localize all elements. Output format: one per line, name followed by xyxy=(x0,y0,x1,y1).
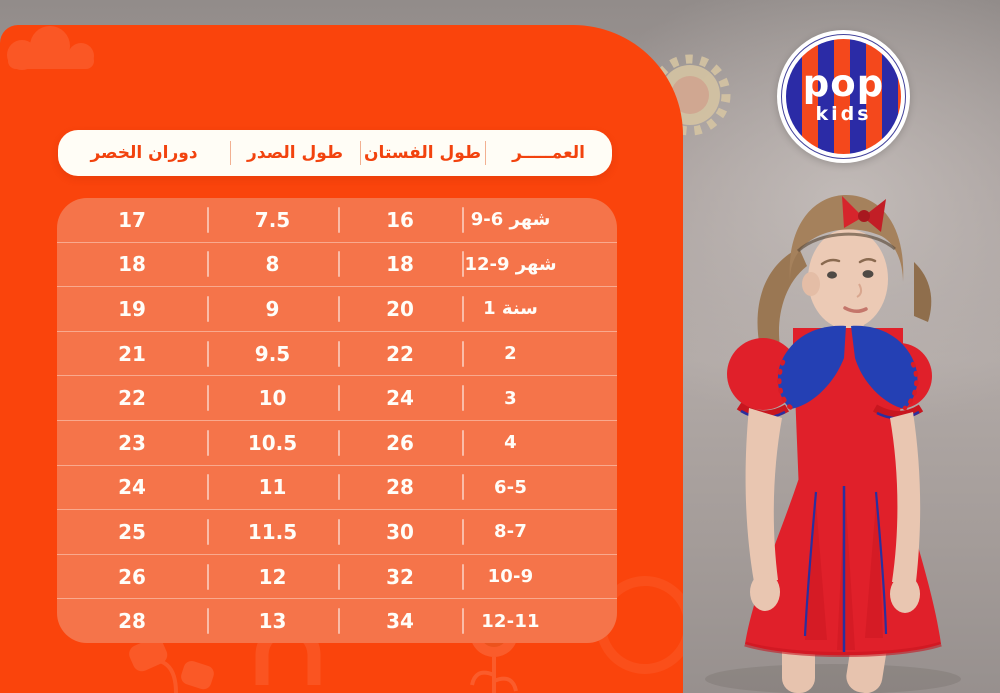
cell-age: 6-5 xyxy=(462,466,617,510)
table-row: 19 9 20 1 سنة xyxy=(57,286,617,331)
cell-chest: 10.5 xyxy=(207,421,338,465)
cell-chest: 8 xyxy=(207,243,338,287)
cell-age: 12-11 xyxy=(462,599,617,643)
cell-dress: 20 xyxy=(338,287,462,331)
cell-age: 9-6 شهر xyxy=(462,198,617,242)
cell-waist: 19 xyxy=(118,296,146,321)
table-row: 21 9.5 22 2 xyxy=(57,330,617,376)
table-header: دوران الخصر طول الصدر طول الفستان العمــ… xyxy=(58,130,612,176)
cell-waist: 21 xyxy=(118,341,146,366)
cell-age: 3 xyxy=(462,376,617,420)
table-row: 23 10.5 26 4 xyxy=(57,419,617,465)
cell-age: 10-9 xyxy=(462,555,617,599)
cell-dress: 30 xyxy=(338,510,462,554)
cell-chest: 9.5 xyxy=(207,332,338,376)
table-row: 18 8 18 12-9 شهر xyxy=(57,241,617,287)
cell-age: 4 xyxy=(462,421,617,465)
cell-age: 1 سنة xyxy=(462,287,617,331)
size-table: 17 7.5 16 9-6 شهر 18 8 18 12-9 شهر 19 9 20 1 سنة 21 9… xyxy=(57,198,617,643)
cell-dress: 18 xyxy=(338,243,462,287)
cell-chest: 11.5 xyxy=(207,510,338,554)
orange-panel: دوران الخصر طول الصدر طول الفستان العمــ… xyxy=(0,25,683,693)
logo-striped-disc: pop kids xyxy=(786,39,901,154)
cell-dress: 16 xyxy=(338,198,462,242)
cell-dress: 26 xyxy=(338,421,462,465)
cell-waist: 26 xyxy=(118,564,146,589)
cell-dress: 24 xyxy=(338,376,462,420)
cell-waist: 22 xyxy=(118,386,146,411)
cell-age: 2 xyxy=(462,332,617,376)
cell-chest: 13 xyxy=(207,599,338,643)
plant-icon xyxy=(129,637,214,693)
cell-chest: 11 xyxy=(207,466,338,510)
table-row: 28 13 34 12-11 xyxy=(57,598,617,643)
cell-dress: 22 xyxy=(338,332,462,376)
cell-chest: 9 xyxy=(207,287,338,331)
cell-waist: 28 xyxy=(118,609,146,634)
cell-dress: 32 xyxy=(338,555,462,599)
cell-age: 12-9 شهر xyxy=(462,243,617,287)
cell-age: 8-7 xyxy=(462,510,617,554)
logo-ring xyxy=(781,34,906,159)
cell-waist: 18 xyxy=(118,252,146,277)
cell-chest: 7.5 xyxy=(207,198,338,242)
header-chest: طول الصدر xyxy=(230,130,360,176)
cell-chest: 12 xyxy=(207,555,338,599)
cell-dress: 28 xyxy=(338,466,462,510)
header-age: العمـــــر xyxy=(485,130,612,176)
header-dress-length: طول الفستان xyxy=(360,130,485,176)
cell-chest: 10 xyxy=(207,376,338,420)
cell-waist: 23 xyxy=(118,430,146,455)
logo-text-kids: kids xyxy=(815,102,872,125)
header-waist: دوران الخصر xyxy=(90,143,198,163)
table-row: 22 10 24 3 xyxy=(57,375,617,420)
table-row: 25 11.5 30 8-7 xyxy=(57,509,617,554)
cloud-icon xyxy=(7,26,94,70)
table-row: 26 12 32 10-9 xyxy=(57,553,617,599)
brand-logo: pop kids xyxy=(777,30,910,163)
table-row: 17 7.5 16 9-6 شهر xyxy=(57,198,617,242)
logo-text-pop: pop xyxy=(802,62,885,106)
cell-waist: 25 xyxy=(118,519,146,544)
girl-photo xyxy=(705,195,961,693)
beige-sun-icon xyxy=(649,54,731,136)
cell-waist: 24 xyxy=(118,475,146,500)
table-row: 24 11 28 6-5 xyxy=(57,464,617,510)
cell-dress: 34 xyxy=(338,599,462,643)
cell-waist: 17 xyxy=(118,207,146,232)
